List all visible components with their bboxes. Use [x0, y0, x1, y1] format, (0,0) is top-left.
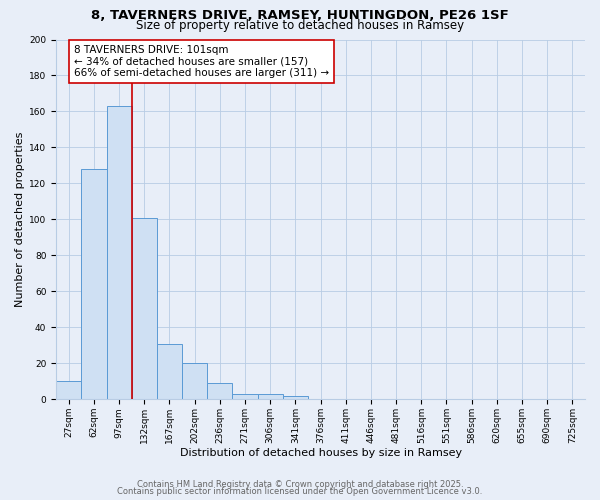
- Text: 8, TAVERNERS DRIVE, RAMSEY, HUNTINGDON, PE26 1SF: 8, TAVERNERS DRIVE, RAMSEY, HUNTINGDON, …: [91, 9, 509, 22]
- Text: 8 TAVERNERS DRIVE: 101sqm
← 34% of detached houses are smaller (157)
66% of semi: 8 TAVERNERS DRIVE: 101sqm ← 34% of detac…: [74, 45, 329, 78]
- Bar: [82, 169, 107, 400]
- Text: Contains public sector information licensed under the Open Government Licence v3: Contains public sector information licen…: [118, 487, 482, 496]
- Y-axis label: Number of detached properties: Number of detached properties: [15, 132, 25, 307]
- Bar: [131, 218, 157, 400]
- Text: Contains HM Land Registry data © Crown copyright and database right 2025.: Contains HM Land Registry data © Crown c…: [137, 480, 463, 489]
- Bar: [107, 106, 131, 400]
- Bar: [207, 383, 232, 400]
- Text: Size of property relative to detached houses in Ramsey: Size of property relative to detached ho…: [136, 18, 464, 32]
- Bar: [257, 394, 283, 400]
- Bar: [232, 394, 257, 400]
- Bar: [182, 364, 207, 400]
- Bar: [157, 344, 182, 400]
- Bar: [56, 382, 82, 400]
- Bar: [283, 396, 308, 400]
- X-axis label: Distribution of detached houses by size in Ramsey: Distribution of detached houses by size …: [179, 448, 461, 458]
